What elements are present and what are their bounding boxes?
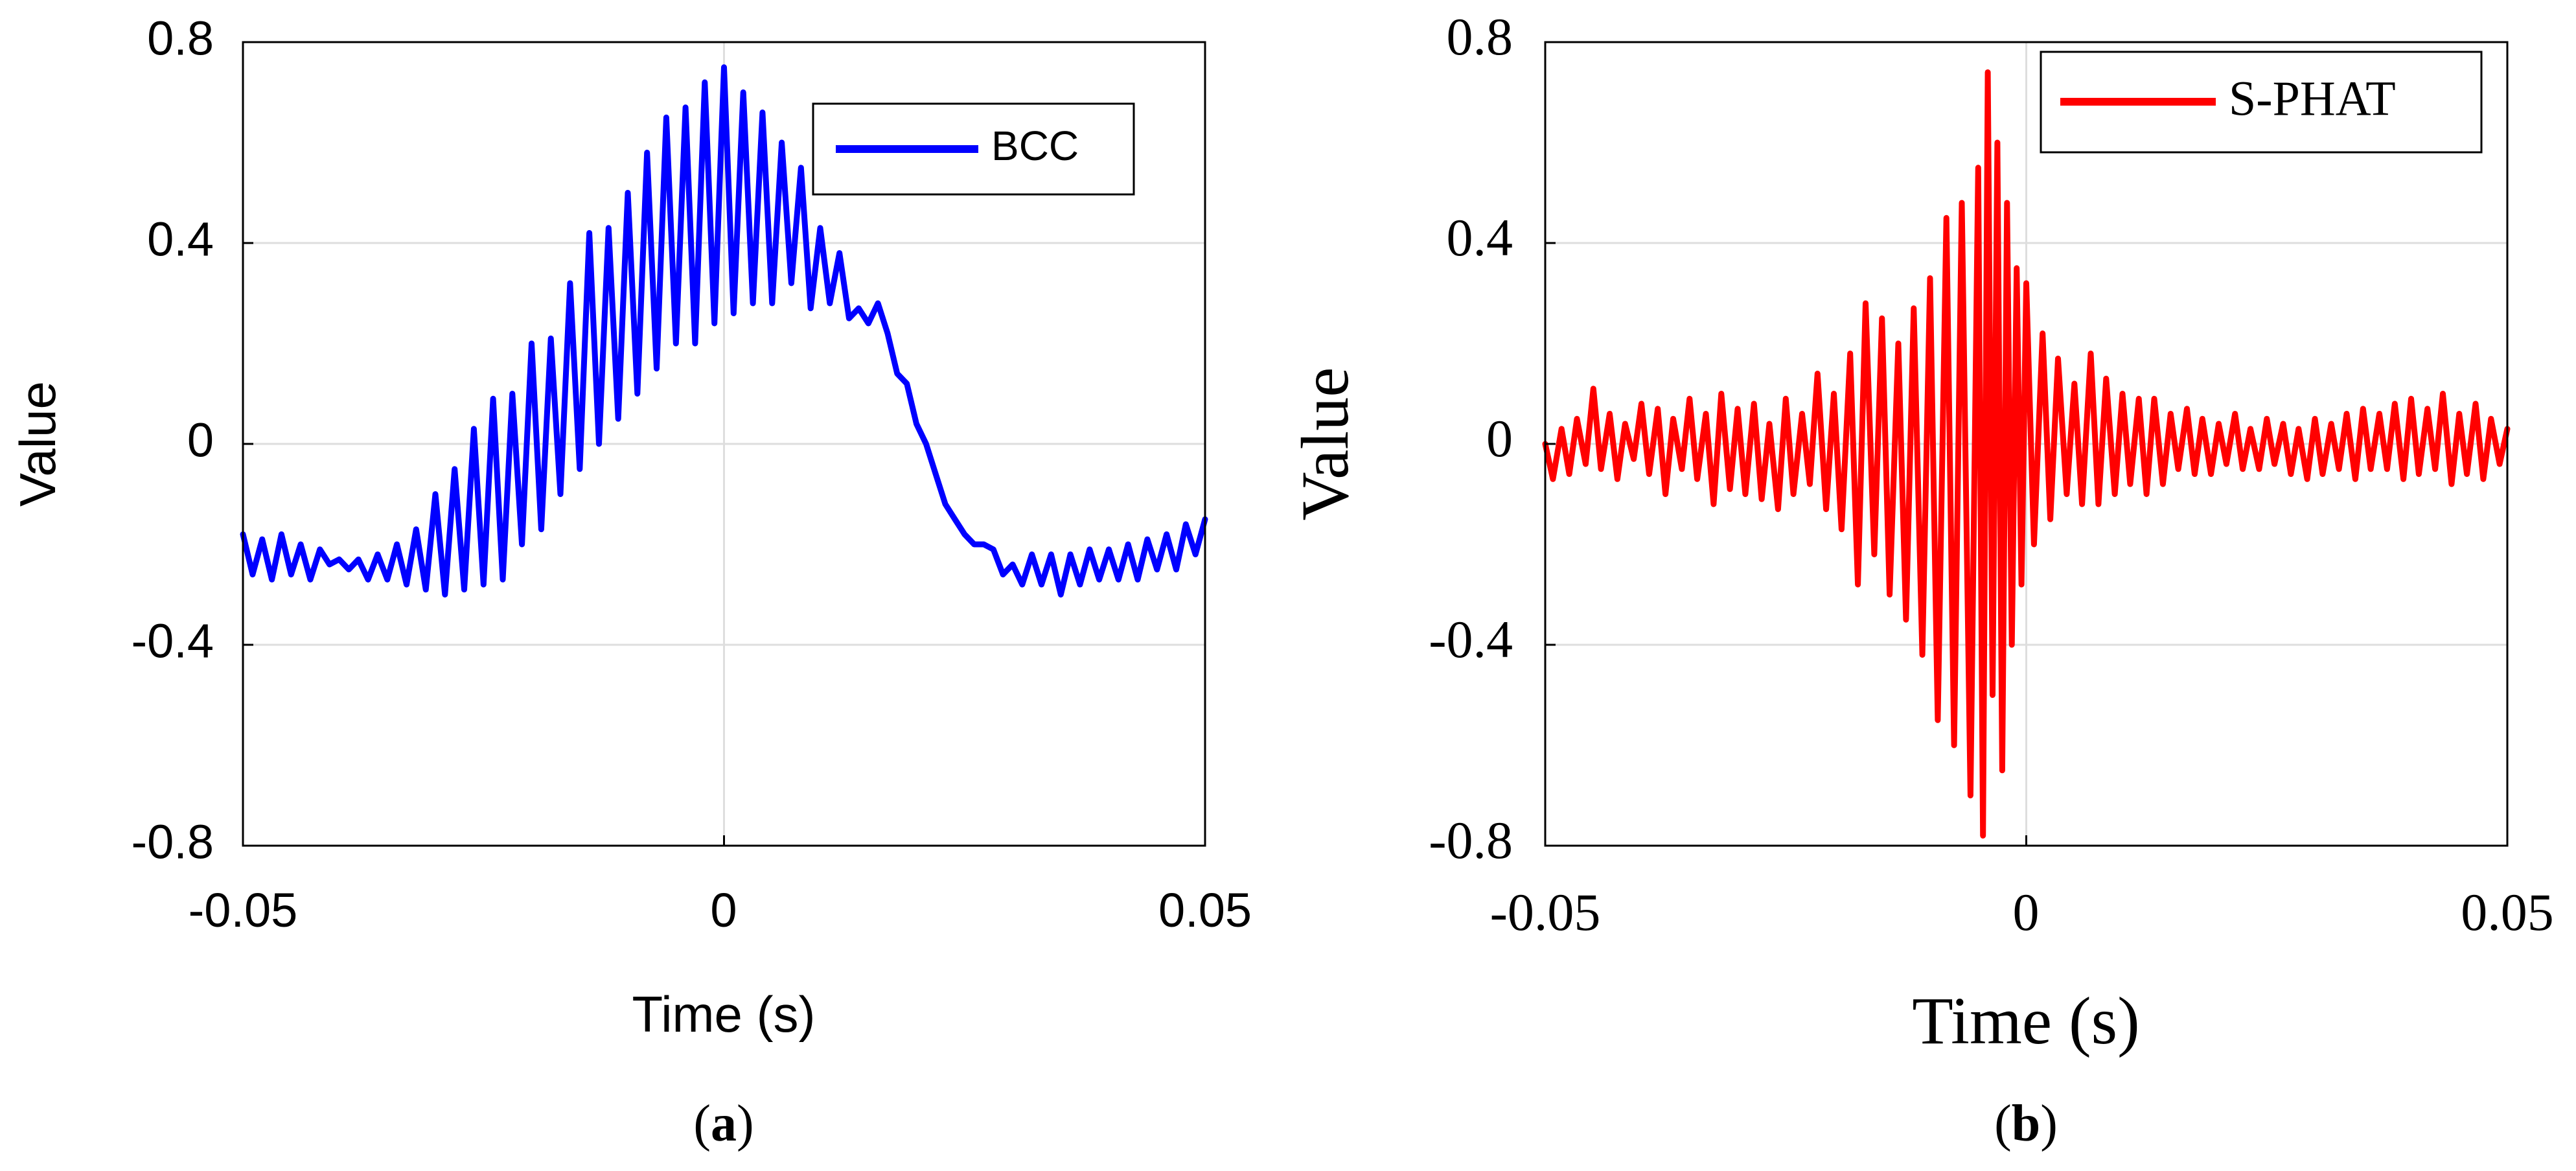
ytick-label-a-1: -0.4 bbox=[131, 614, 214, 668]
ytick-label-b-2: 0 bbox=[1486, 409, 1513, 468]
caption-a: (a) bbox=[693, 1095, 753, 1152]
xtick-label-a-0: -0.05 bbox=[189, 883, 298, 937]
y-axis-label-a: Value bbox=[9, 381, 66, 507]
legend-a: BCC bbox=[812, 102, 1135, 196]
ytick-label-a-2: 0 bbox=[187, 413, 214, 467]
caption-b: (b) bbox=[1994, 1095, 2058, 1152]
ytick-label-b-4: 0.8 bbox=[1447, 7, 1513, 66]
caption-b-label: b bbox=[2012, 1095, 2041, 1152]
ytick-label-b-3: 0.4 bbox=[1447, 208, 1513, 267]
ytick-label-a-4: 0.8 bbox=[147, 12, 214, 65]
ytick-label-a-0: -0.8 bbox=[131, 815, 214, 869]
ticks-a bbox=[242, 41, 1206, 847]
grid-a bbox=[243, 42, 1205, 846]
panel-b: -0.8 -0.4 0 0.4 0.8 -0.05 0 0.05 Time (s… bbox=[1288, 7, 2554, 1152]
panel-a: -0.8 -0.4 0 0.4 0.8 -0.05 0 0.05 Time (s… bbox=[9, 12, 1252, 1152]
ytick-label-b-0: -0.8 bbox=[1429, 811, 1513, 870]
series-line-a-bcc bbox=[240, 64, 1208, 597]
legend-label-a: BCC bbox=[991, 122, 1079, 169]
ytick-label-a-3: 0.4 bbox=[147, 213, 214, 266]
series-line-b-s-phat bbox=[1542, 69, 2511, 839]
plot-area-a bbox=[240, 64, 1208, 597]
y-axis-label-b: Value bbox=[1288, 367, 1363, 521]
x-axis-label-a: Time (s) bbox=[632, 986, 815, 1043]
legend-b: S-PHAT bbox=[2040, 51, 2483, 154]
legend-label-b: S-PHAT bbox=[2229, 71, 2396, 126]
ytick-label-b-1: -0.4 bbox=[1429, 610, 1513, 669]
xtick-label-b-0: -0.05 bbox=[1490, 883, 1601, 942]
xtick-label-a-2: 0.05 bbox=[1158, 883, 1252, 937]
xtick-label-a-1: 0 bbox=[710, 883, 737, 937]
xtick-label-b-1: 0 bbox=[2013, 883, 2040, 942]
plot-area-b bbox=[1542, 69, 2511, 839]
caption-a-label: a bbox=[711, 1095, 737, 1152]
xtick-label-b-2: 0.05 bbox=[2461, 883, 2554, 942]
x-axis-label-b: Time (s) bbox=[1912, 984, 2140, 1058]
ticks-b bbox=[1544, 41, 2509, 847]
